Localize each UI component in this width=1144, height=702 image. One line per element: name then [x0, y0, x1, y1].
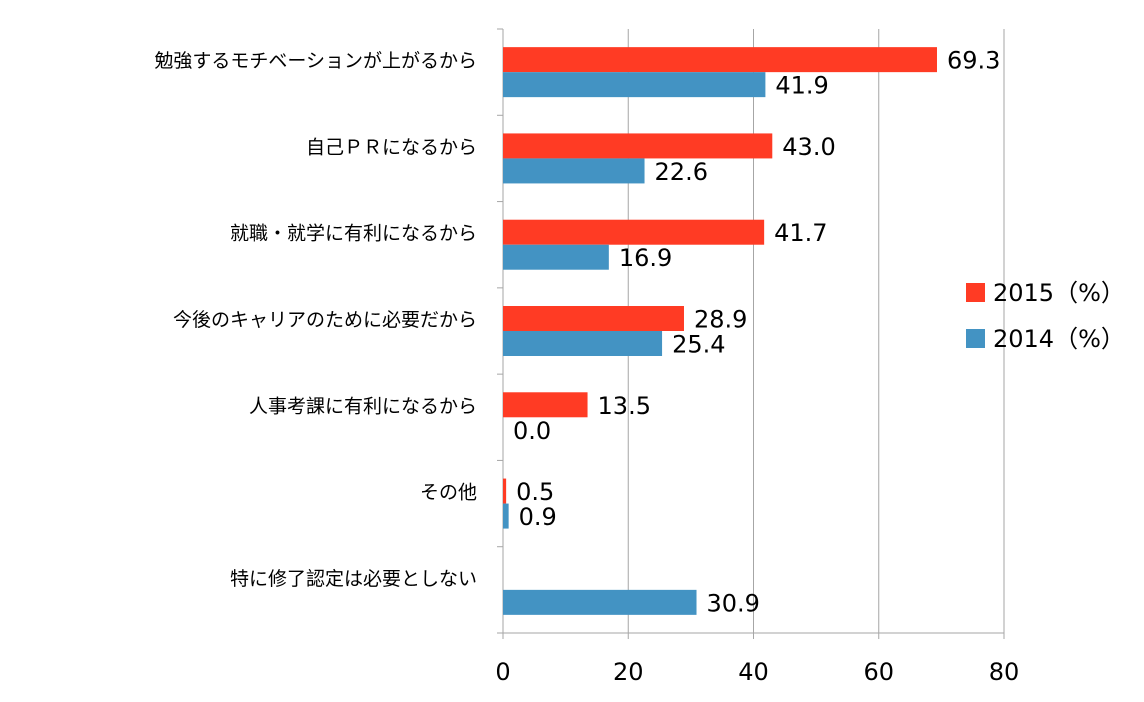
data-label: 28.9: [694, 306, 747, 334]
data-label: 0.9: [519, 503, 557, 531]
data-label: 41.9: [775, 72, 828, 100]
bar-series-1: [503, 47, 937, 73]
bar-series-2: [503, 331, 663, 356]
data-label: 41.7: [774, 219, 827, 247]
category-label: 特に修了認定は必要としない: [230, 568, 477, 590]
category-label: 勉強するモチベーションが上がるから: [154, 50, 477, 72]
bar-series-1: [503, 478, 507, 504]
bar-series-2: [503, 503, 509, 529]
bar-series-2: [503, 158, 645, 184]
category-label: 自己ＰＲになるから: [306, 136, 477, 158]
data-label: 22.6: [655, 158, 708, 186]
x-tick-label: 80: [989, 658, 1020, 686]
data-label: 69.3: [947, 47, 1000, 75]
x-tick-label: 20: [613, 658, 644, 686]
data-label: 13.5: [598, 392, 651, 420]
bar-series-1: [503, 133, 773, 159]
data-label: 16.9: [619, 244, 672, 272]
x-tick-label: 0: [495, 658, 510, 686]
x-tick-label: 40: [738, 658, 769, 686]
legend-swatch: [966, 329, 985, 348]
bar-series-2: [503, 589, 697, 615]
category-label: その他: [420, 482, 477, 504]
category-label: 人事考課に有利になるから: [249, 395, 477, 417]
data-label: 0.5: [516, 478, 554, 506]
bar-series-1: [503, 219, 765, 245]
data-label: 0.0: [513, 417, 551, 445]
data-label: 30.9: [707, 589, 760, 617]
bar-series-2: [503, 244, 609, 270]
bar-series-2: [503, 72, 766, 98]
legend-swatch: [966, 283, 985, 302]
category-label: 今後のキャリアのために必要だから: [173, 309, 477, 331]
legend-label: 2015（%）: [993, 279, 1125, 307]
data-label: 43.0: [782, 133, 835, 161]
x-tick-label: 60: [863, 658, 894, 686]
data-label: 25.4: [672, 331, 725, 359]
bar-series-1: [503, 306, 684, 331]
bar-series-1: [503, 392, 588, 418]
legend-label: 2014（%）: [993, 325, 1125, 353]
category-label: 就職・就学に有利になるから: [230, 223, 477, 245]
